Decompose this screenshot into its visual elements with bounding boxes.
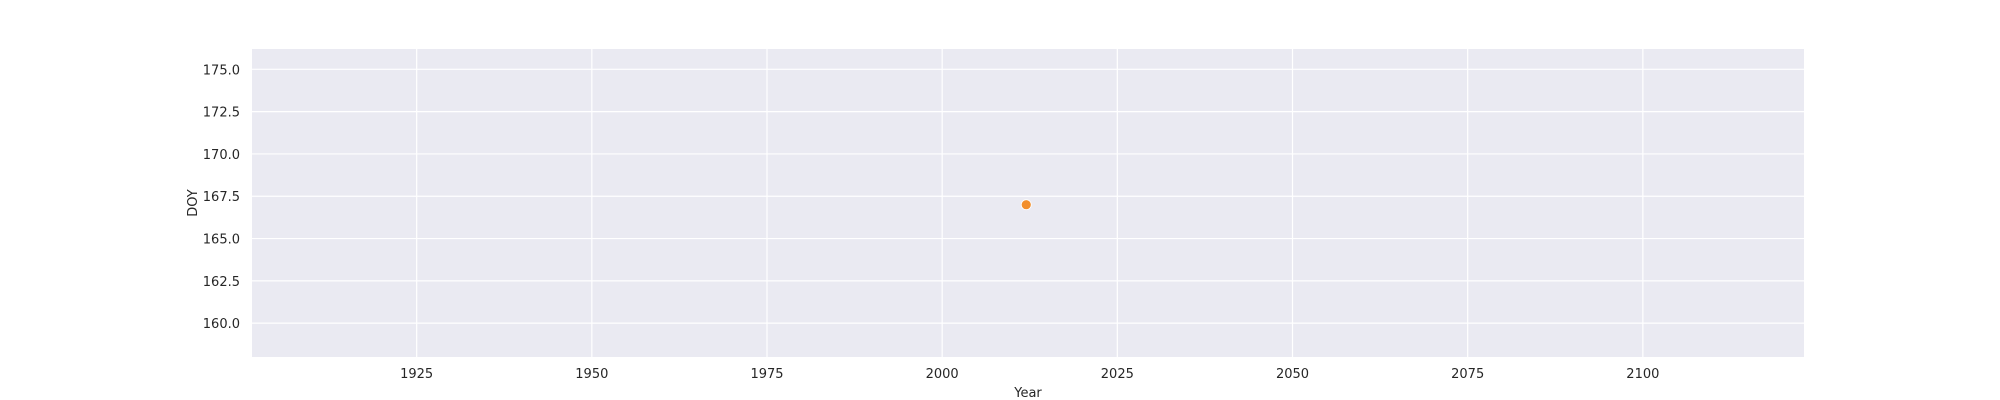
y-tick-label: 170.0 [203,148,240,163]
x-tick-label: 2050 [1276,367,1309,382]
data-points [1020,199,1032,211]
y-tick-labels: 160.0 162.5 165.0 167.5 170.0 172.5 175.0 [203,63,240,332]
y-tick-label: 165.0 [203,233,240,248]
y-tick-label: 175.0 [203,63,240,78]
x-tick-labels: 1925 1950 1975 2000 2025 2050 2075 2100 [400,367,1659,382]
y-tick-label: 160.0 [203,317,240,332]
x-tick-label: 1975 [750,367,783,382]
x-tick-label: 2100 [1626,367,1659,382]
y-tick-label: 172.5 [203,106,240,121]
x-tick-label: 1925 [400,367,433,382]
y-axis-label: DOY [186,189,201,217]
x-tick-label: 2025 [1101,367,1134,382]
gridlines [252,49,1804,357]
y-tick-label: 167.5 [203,190,240,205]
x-tick-label: 1950 [575,367,608,382]
x-tick-label: 2075 [1451,367,1484,382]
x-axis-label: Year [1013,386,1042,400]
y-tick-label: 162.5 [203,275,240,290]
data-point [1020,199,1032,211]
x-tick-label: 2000 [926,367,959,382]
